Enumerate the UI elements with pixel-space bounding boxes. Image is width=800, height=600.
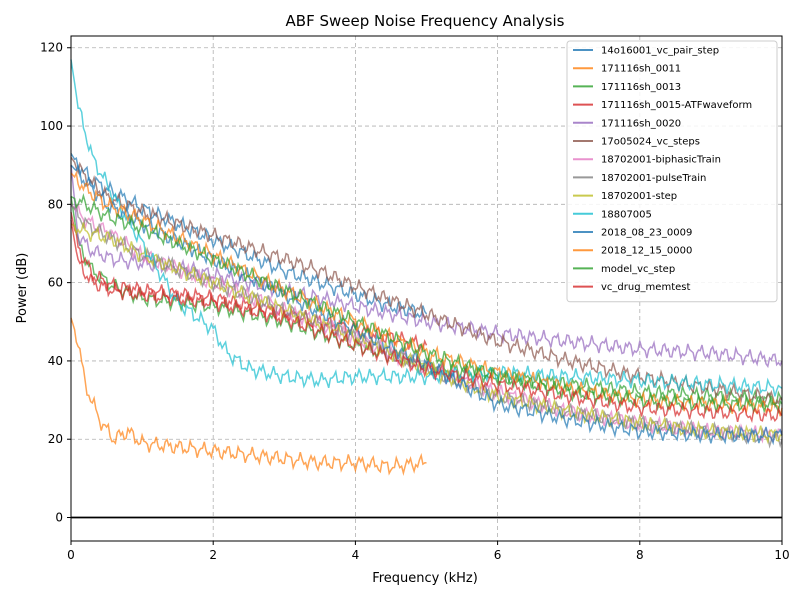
y-tick-label: 20 [48, 432, 63, 446]
legend-label: 18702001-pulseTrain [601, 173, 706, 184]
legend-label: 17o05024_vc_steps [601, 137, 700, 148]
legend-label: vc_drug_memtest [601, 282, 690, 293]
y-tick-label: 100 [40, 119, 63, 133]
series-line [70, 203, 783, 449]
x-tick-label: 8 [636, 548, 644, 562]
legend-label: 171116sh_0020 [601, 118, 681, 129]
legend: 14o16001_vc_pair_step 171116sh_0011 171116… [566, 40, 778, 303]
legend-label: 18702001-step [601, 191, 677, 202]
legend-label: 2018_08_23_0009 [601, 228, 692, 239]
x-tick-label: 6 [494, 548, 502, 562]
x-tick-label: 4 [352, 548, 360, 562]
y-tick-label: 40 [48, 354, 63, 368]
legend-label: 171116sh_0015-ATFwaveform [601, 100, 752, 111]
legend-label: 18807005 [601, 209, 652, 220]
series-line [70, 317, 427, 476]
legend-label: 171116sh_0011 [601, 64, 681, 75]
legend-label: 171116sh_0013 [601, 82, 681, 93]
y-tick-label: 120 [40, 41, 63, 55]
x-tick-label: 0 [67, 548, 75, 562]
legend-label: 14o16001_vc_pair_step [601, 46, 719, 57]
legend-label: 18702001-biphasicTrain [601, 155, 721, 166]
series-line [70, 219, 783, 424]
y-tick-label: 80 [48, 197, 63, 211]
x-tick-label: 2 [209, 548, 217, 562]
chart-title: ABF Sweep Noise Frequency Analysis [286, 12, 565, 30]
y-tick-label: 60 [48, 276, 63, 290]
legend-label: 2018_12_15_0000 [601, 246, 692, 257]
legend-label: model_vc_step [601, 264, 675, 275]
legend-box [566, 40, 778, 303]
x-tick-label: 10 [774, 548, 789, 562]
series-line [70, 222, 783, 445]
series-lines [70, 59, 783, 476]
y-tick-label: 0 [55, 511, 63, 525]
series-line [70, 192, 783, 415]
series-line [70, 59, 783, 397]
x-axis-label: Frequency (kHz) [372, 571, 478, 586]
y-axis-label: Power (dB) [15, 253, 30, 324]
plot-frame [70, 35, 783, 542]
